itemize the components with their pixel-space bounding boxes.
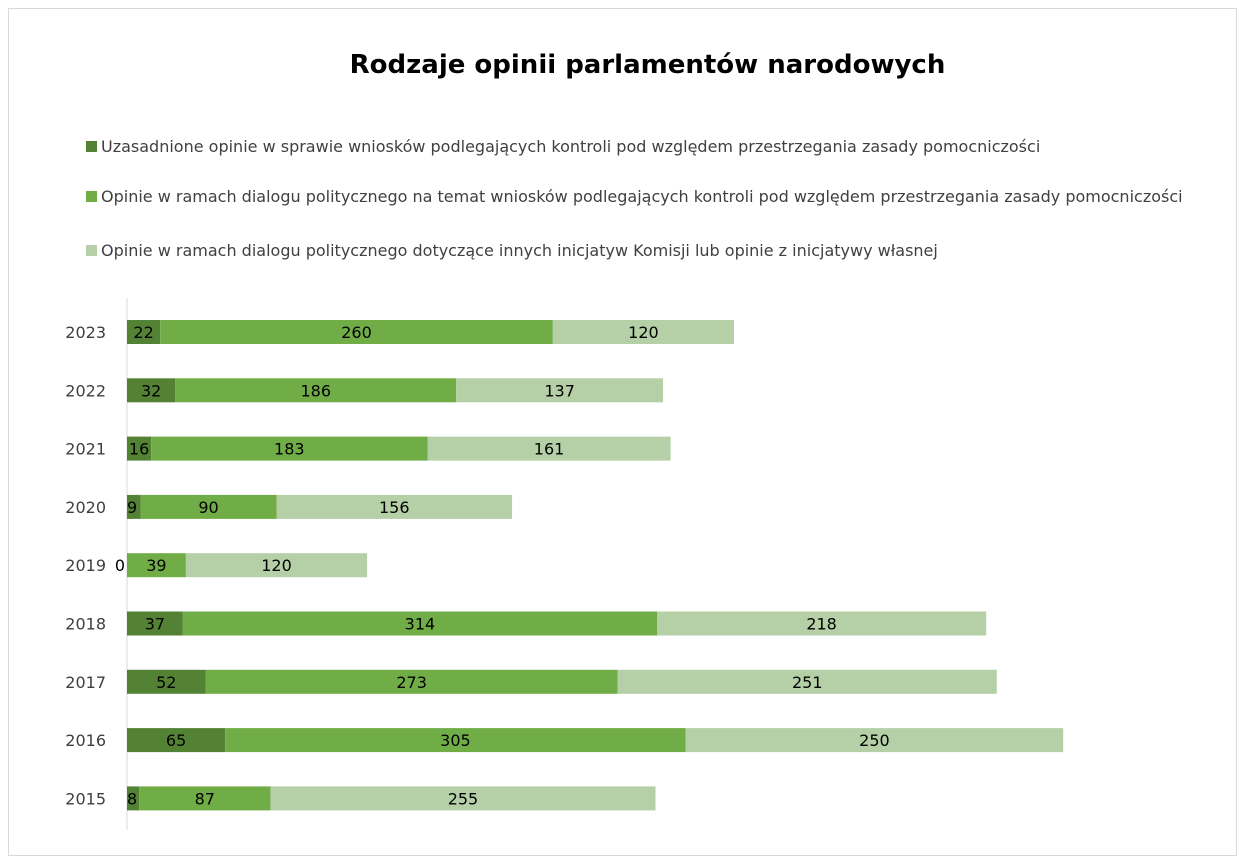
data-label: 186 — [300, 381, 331, 400]
bar-segment-2 — [182, 611, 658, 636]
y-tick-label: 2017 — [65, 673, 106, 692]
data-label: 52 — [156, 673, 176, 692]
y-tick-label: 2022 — [65, 381, 106, 400]
legend-item-uzasadnione: Uzasadnione opinie w sprawie wniosków po… — [86, 135, 1196, 159]
y-tick-label: 2018 — [65, 615, 106, 634]
data-label: 9 — [127, 498, 137, 517]
legend-item-dialog-pomocniczosc: Opinie w ramach dialogu politycznego na … — [86, 185, 1196, 209]
legend-swatch-icon — [86, 141, 97, 152]
bar-segment-3 — [185, 553, 368, 578]
data-label: 0 — [115, 556, 125, 575]
legend-label: Opinie w ramach dialogu politycznego na … — [101, 187, 1183, 206]
legend-label: Opinie w ramach dialogu politycznego dot… — [101, 241, 938, 260]
bar-segment-2 — [160, 320, 553, 344]
data-label: 218 — [806, 615, 837, 634]
bar-segment-1 — [127, 669, 206, 694]
y-tick-label: 2020 — [65, 498, 106, 517]
bar-segment-3 — [427, 436, 671, 461]
bar-segment-2 — [140, 494, 277, 519]
legend-item-inne-inicjatywy: Opinie w ramach dialogu politycznego dot… — [86, 239, 1196, 263]
bar-segment-1 — [127, 494, 141, 519]
bar-segment-2 — [139, 786, 271, 811]
chart-title: Rodzaje opinii parlamentów narodowych — [349, 50, 946, 80]
data-label: 314 — [405, 615, 436, 634]
bar-segment-1 — [127, 378, 176, 403]
bar-segment-3 — [552, 320, 735, 344]
bar-segment-2 — [175, 378, 457, 403]
bar-segment-2 — [151, 436, 428, 461]
data-label: 161 — [534, 440, 565, 459]
data-label: 65 — [166, 731, 186, 750]
data-label: 260 — [341, 323, 372, 342]
bar-segment-3 — [657, 611, 987, 636]
bar-segment-1 — [127, 611, 183, 636]
chart-frame — [8, 8, 1237, 856]
bar-segment-3 — [276, 494, 513, 519]
bar-segment-3 — [270, 786, 656, 811]
legend-swatch-icon — [86, 191, 97, 202]
data-label: 156 — [379, 498, 410, 517]
legend-swatch-icon — [86, 245, 97, 256]
bar-segment-1 — [127, 436, 152, 461]
data-label: 273 — [396, 673, 427, 692]
bar-segment-3 — [685, 728, 1064, 753]
bar-segment-2 — [127, 553, 186, 578]
data-label: 250 — [859, 731, 890, 750]
bar-segment-2 — [225, 728, 686, 753]
y-tick-label: 2015 — [65, 789, 106, 808]
bar-segment-3 — [456, 378, 664, 403]
bar-segment-1 — [127, 786, 140, 811]
data-label: 32 — [141, 381, 161, 400]
data-label: 305 — [440, 731, 471, 750]
data-label: 183 — [274, 440, 305, 459]
data-label: 16 — [129, 440, 149, 459]
y-tick-label: 2019 — [65, 556, 106, 575]
bar-segment-1 — [127, 320, 161, 344]
bar-segment-3 — [617, 669, 997, 694]
y-tick-label: 2016 — [65, 731, 106, 750]
y-tick-label: 2023 — [65, 323, 106, 342]
bar-segment-1 — [127, 728, 226, 753]
data-label: 120 — [628, 323, 659, 342]
legend-label: Uzasadnione opinie w sprawie wniosków po… — [101, 137, 1041, 156]
data-label: 255 — [448, 789, 479, 808]
data-label: 8 — [127, 789, 137, 808]
data-label: 87 — [195, 789, 215, 808]
data-label: 251 — [792, 673, 823, 692]
y-tick-label: 2021 — [65, 440, 106, 459]
data-label: 137 — [544, 381, 575, 400]
data-label: 39 — [146, 556, 166, 575]
data-label: 37 — [145, 615, 165, 634]
data-label: 120 — [261, 556, 292, 575]
data-label: 90 — [198, 498, 218, 517]
data-label: 22 — [133, 323, 153, 342]
bar-segment-2 — [205, 669, 618, 694]
